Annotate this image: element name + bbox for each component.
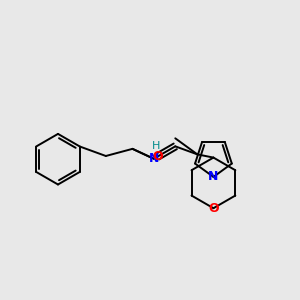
Text: N: N: [148, 152, 159, 165]
Text: O: O: [152, 150, 163, 163]
Text: O: O: [208, 202, 219, 215]
Text: N: N: [208, 170, 219, 183]
Text: H: H: [152, 141, 160, 151]
